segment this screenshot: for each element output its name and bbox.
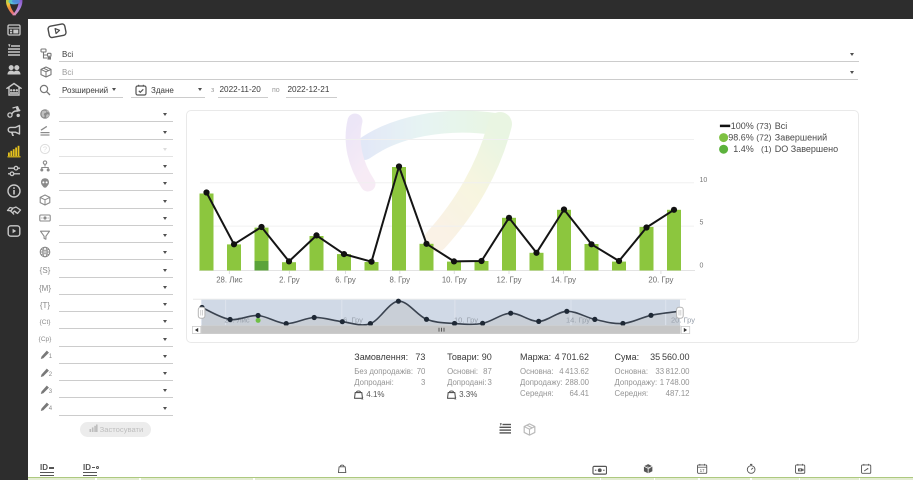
svg-text:x: x — [454, 396, 457, 400]
svg-text:Всі: Всі — [775, 121, 788, 131]
svg-text:10. Гру: 10. Гру — [442, 275, 467, 284]
svg-text:6. Гру: 6. Гру — [343, 315, 363, 324]
svg-text:5: 5 — [700, 220, 704, 227]
svg-text:(72): (72) — [756, 133, 771, 143]
svg-text:14. Гру: 14. Гру — [566, 315, 590, 324]
svg-text:20. Гру: 20. Гру — [648, 275, 673, 284]
svg-text:1.4%: 1.4% — [733, 144, 754, 154]
svg-text:6. Гру: 6. Гру — [335, 275, 356, 284]
svg-text:2. Гру: 2. Гру — [279, 275, 300, 284]
svg-text:8. Гру: 8. Гру — [389, 275, 410, 284]
svg-text:10: 10 — [700, 177, 708, 184]
svg-text:98.6%: 98.6% — [728, 133, 754, 143]
svg-text:12. Гру: 12. Гру — [497, 275, 522, 284]
svg-text:(1): (1) — [761, 144, 772, 154]
svg-text:20. Гру: 20. Гру — [671, 315, 695, 324]
svg-text:DO Завершено: DO Завершено — [775, 144, 838, 154]
svg-text:(73): (73) — [756, 121, 771, 131]
svg-text:Завершений: Завершений — [775, 133, 827, 143]
svg-text:x: x — [362, 396, 365, 400]
svg-text:100%: 100% — [731, 121, 754, 131]
svg-text:17: 17 — [700, 468, 705, 473]
svg-text:14. Гру: 14. Гру — [551, 275, 576, 284]
svg-text:0: 0 — [700, 263, 704, 270]
svg-text:28. Лис: 28. Лис — [216, 275, 242, 284]
svg-text:?: ? — [42, 144, 46, 153]
svg-text:10. Гру: 10. Гру — [454, 315, 478, 324]
